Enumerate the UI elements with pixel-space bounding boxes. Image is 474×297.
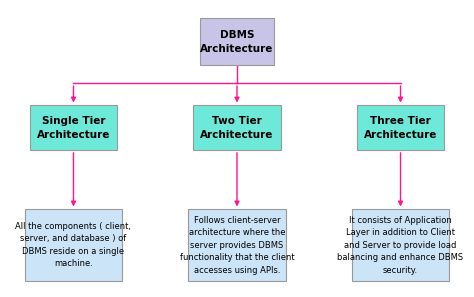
Text: Single Tier
Architecture: Single Tier Architecture [37, 116, 110, 140]
Text: All the components ( client,
server, and database ) of
DBMS reside on a single
m: All the components ( client, server, and… [16, 222, 131, 268]
Text: Follows client-server
architecture where the
server provides DBMS
functionality : Follows client-server architecture where… [180, 216, 294, 274]
FancyBboxPatch shape [29, 105, 117, 150]
FancyBboxPatch shape [189, 209, 285, 281]
FancyBboxPatch shape [352, 209, 449, 281]
FancyBboxPatch shape [193, 105, 281, 150]
FancyBboxPatch shape [200, 18, 274, 65]
FancyBboxPatch shape [356, 105, 444, 150]
Text: Three Tier
Architecture: Three Tier Architecture [364, 116, 437, 140]
Text: It consists of Application
Layer in addition to Client
and Server to provide loa: It consists of Application Layer in addi… [337, 216, 464, 274]
Text: Two Tier
Architecture: Two Tier Architecture [201, 116, 273, 140]
FancyBboxPatch shape [25, 209, 122, 281]
Text: DBMS
Architecture: DBMS Architecture [201, 30, 273, 53]
